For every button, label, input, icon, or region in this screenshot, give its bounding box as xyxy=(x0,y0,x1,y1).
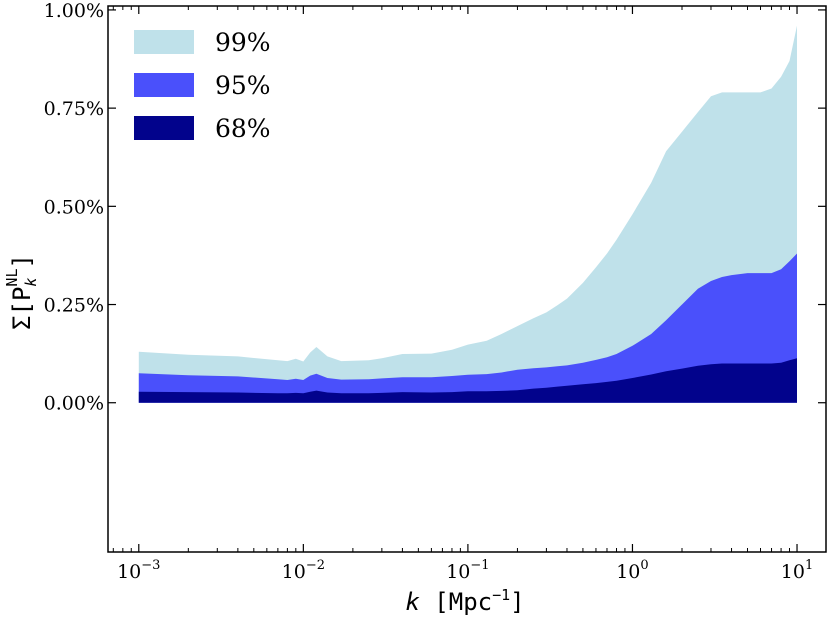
y-axis-sub: k xyxy=(22,278,40,287)
legend-swatch xyxy=(134,116,194,140)
legend-label: 95% xyxy=(215,71,271,100)
area-series-1 xyxy=(138,253,798,403)
legend-swatch xyxy=(134,30,194,54)
y-tick-label: 0.25% xyxy=(44,295,104,317)
x-tick-label: 100 xyxy=(616,558,648,583)
y-tick-label: 0.00% xyxy=(44,393,104,415)
x-tick-label: 10−3 xyxy=(117,558,160,583)
y-tick-label: 0.75% xyxy=(44,98,104,120)
y-axis-close: ] xyxy=(8,254,36,268)
legend-label: 68% xyxy=(215,114,271,143)
confidence-areas xyxy=(138,25,798,403)
tick-labels: 10−3 10−2 10−1 100 101 0.00% 0.25% 0.50% 0.75% 1.… xyxy=(44,0,814,583)
x-axis-unit-close: ] xyxy=(510,588,524,616)
legend-swatch xyxy=(134,73,194,97)
x-axis-unit: [Mpc xyxy=(420,588,492,616)
x-axis-title: k [Mpc−1] xyxy=(405,586,524,616)
y-axis-sup: NL xyxy=(3,269,21,287)
y-tick-label: 1.00% xyxy=(44,0,104,22)
x-tick-label: 10−2 xyxy=(282,558,325,583)
x-tick-label: 10−1 xyxy=(446,558,489,583)
y-axis-sym: Σ[P xyxy=(8,287,36,330)
plot-frame xyxy=(107,5,827,553)
y-tick-label: 0.50% xyxy=(44,196,104,218)
y-axis-title: Σ[PkNL] xyxy=(3,254,40,330)
axis-ticks xyxy=(108,6,826,552)
legend-label: 99% xyxy=(215,28,271,57)
x-tick-label: 101 xyxy=(781,558,813,583)
legend: 99% 95% 68% xyxy=(134,28,271,143)
x-axis-unit-exp: −1 xyxy=(492,586,510,604)
area-series-0 xyxy=(138,25,798,403)
area-series-2 xyxy=(138,358,798,403)
x-axis-var: k xyxy=(405,588,420,616)
